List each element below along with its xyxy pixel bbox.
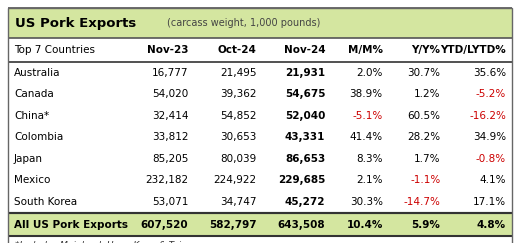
Bar [8, 170, 512, 191]
Text: Australia: Australia [14, 68, 60, 78]
Text: 1.2%: 1.2% [414, 89, 440, 99]
Text: 21,495: 21,495 [220, 68, 257, 78]
Text: 86,653: 86,653 [285, 154, 325, 164]
Text: 35.6%: 35.6% [473, 68, 506, 78]
Text: 224,922: 224,922 [214, 175, 257, 185]
Text: M/M%: M/M% [348, 45, 383, 55]
Text: South Korea: South Korea [14, 197, 77, 207]
Text: China*: China* [14, 111, 49, 121]
Text: -14.7%: -14.7% [404, 197, 440, 207]
Text: 30.3%: 30.3% [350, 197, 383, 207]
Text: Oct-24: Oct-24 [218, 45, 257, 55]
Text: -5.2%: -5.2% [476, 89, 506, 99]
Text: 4.8%: 4.8% [477, 219, 506, 229]
Text: 232,182: 232,182 [145, 175, 188, 185]
Text: US Pork Exports: US Pork Exports [15, 17, 136, 29]
Bar [8, 105, 512, 127]
Text: Colombia: Colombia [14, 132, 63, 142]
Bar [8, 148, 512, 170]
Text: Canada: Canada [14, 89, 54, 99]
Text: 60.5%: 60.5% [407, 111, 440, 121]
Text: 54,852: 54,852 [220, 111, 257, 121]
Text: 16,777: 16,777 [152, 68, 188, 78]
Text: 43,331: 43,331 [285, 132, 325, 142]
Text: 643,508: 643,508 [278, 219, 325, 229]
Text: -16.2%: -16.2% [469, 111, 506, 121]
Text: 8.3%: 8.3% [356, 154, 383, 164]
Text: 5.9%: 5.9% [411, 219, 440, 229]
Bar [8, 212, 512, 236]
Text: Top 7 Countries: Top 7 Countries [14, 45, 95, 55]
Text: 34,747: 34,747 [220, 197, 257, 207]
Bar [8, 8, 512, 38]
Text: 30.7%: 30.7% [407, 68, 440, 78]
Text: All US Pork Exports: All US Pork Exports [14, 219, 128, 229]
Text: 28.2%: 28.2% [407, 132, 440, 142]
Text: 607,520: 607,520 [140, 219, 188, 229]
Text: Nov-23: Nov-23 [147, 45, 188, 55]
Text: -1.1%: -1.1% [410, 175, 440, 185]
Text: 34.9%: 34.9% [473, 132, 506, 142]
Text: 39,362: 39,362 [220, 89, 257, 99]
Text: 30,653: 30,653 [220, 132, 257, 142]
Bar [8, 191, 512, 212]
Text: YTD/LYTD%: YTD/LYTD% [440, 45, 506, 55]
Text: 10.4%: 10.4% [346, 219, 383, 229]
Text: *Includes Mainland, Hong Kong & Taiwan: *Includes Mainland, Hong Kong & Taiwan [15, 241, 200, 243]
Text: Y/Y%: Y/Y% [411, 45, 440, 55]
Text: 2.1%: 2.1% [356, 175, 383, 185]
Bar [8, 127, 512, 148]
Text: 80,039: 80,039 [220, 154, 257, 164]
Text: 45,272: 45,272 [285, 197, 325, 207]
Text: -5.1%: -5.1% [353, 111, 383, 121]
Text: -0.8%: -0.8% [476, 154, 506, 164]
Text: Japan: Japan [14, 154, 43, 164]
Text: 54,675: 54,675 [285, 89, 325, 99]
Text: 229,685: 229,685 [278, 175, 325, 185]
Text: 38.9%: 38.9% [349, 89, 383, 99]
Bar [8, 236, 512, 243]
Text: 85,205: 85,205 [152, 154, 188, 164]
Text: 33,812: 33,812 [152, 132, 188, 142]
Text: (carcass weight, 1,000 pounds): (carcass weight, 1,000 pounds) [167, 18, 320, 28]
Bar [8, 84, 512, 105]
Text: 53,071: 53,071 [152, 197, 188, 207]
Text: Mexico: Mexico [14, 175, 50, 185]
Text: 1.7%: 1.7% [414, 154, 440, 164]
Text: Nov-24: Nov-24 [283, 45, 325, 55]
Text: 582,797: 582,797 [209, 219, 257, 229]
Text: 21,931: 21,931 [285, 68, 325, 78]
Text: 54,020: 54,020 [152, 89, 188, 99]
Bar [8, 38, 512, 62]
Text: 2.0%: 2.0% [356, 68, 383, 78]
Text: 52,040: 52,040 [285, 111, 325, 121]
Text: 4.1%: 4.1% [479, 175, 506, 185]
Text: 17.1%: 17.1% [473, 197, 506, 207]
Text: 32,414: 32,414 [152, 111, 188, 121]
Text: 41.4%: 41.4% [349, 132, 383, 142]
Bar [8, 62, 512, 84]
